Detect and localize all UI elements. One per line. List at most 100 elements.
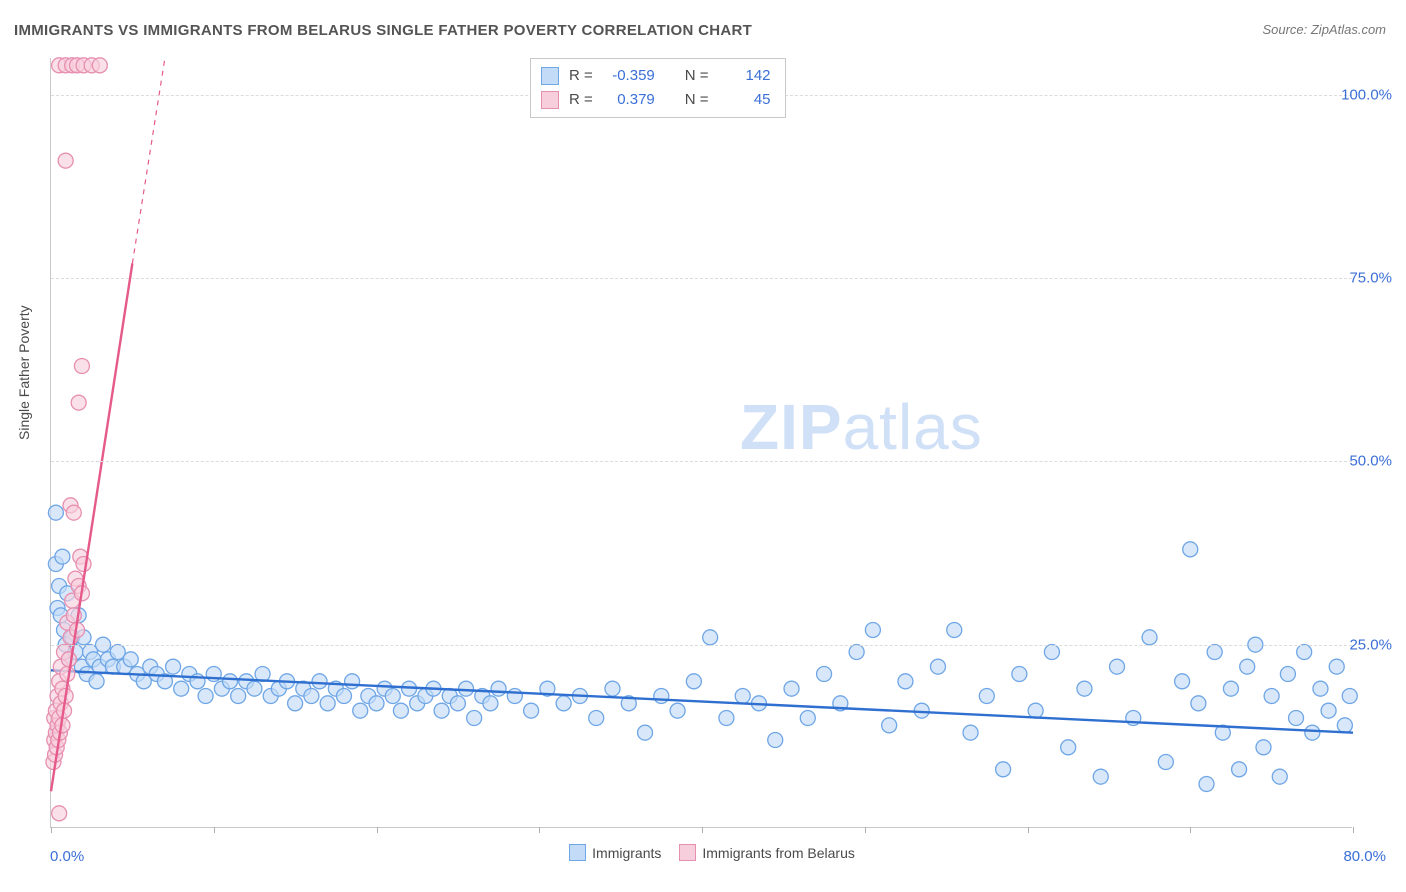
data-point <box>174 681 189 696</box>
x-tick <box>214 827 215 833</box>
legend-swatch <box>541 67 559 85</box>
data-point <box>1232 762 1247 777</box>
gridline <box>51 278 1352 279</box>
data-point <box>817 667 832 682</box>
data-point <box>48 505 63 520</box>
data-point <box>1289 711 1304 726</box>
legend-swatch <box>679 844 696 861</box>
correlation-stats-box: R = -0.359 N = 142 R = 0.379 N = 45 <box>530 58 786 118</box>
x-tick <box>377 827 378 833</box>
data-point <box>1223 681 1238 696</box>
data-point <box>76 557 91 572</box>
data-point <box>1093 769 1108 784</box>
data-point <box>735 689 750 704</box>
data-point <box>58 153 73 168</box>
y-tick-label: 50.0% <box>1349 453 1392 470</box>
data-point <box>89 674 104 689</box>
data-point <box>1191 696 1206 711</box>
data-point <box>1264 689 1279 704</box>
data-point <box>882 718 897 733</box>
source-attribution: Source: ZipAtlas.com <box>1262 22 1386 37</box>
stat-n-label: N = <box>685 64 709 88</box>
data-point <box>1337 718 1352 733</box>
chart-svg <box>51 58 1353 828</box>
data-point <box>336 689 351 704</box>
data-point <box>304 689 319 704</box>
data-point <box>467 711 482 726</box>
legend-label: Immigrants <box>592 845 661 861</box>
data-point <box>638 725 653 740</box>
stat-r-label: R = <box>569 88 593 112</box>
data-point <box>1183 542 1198 557</box>
gridline <box>51 461 1352 462</box>
data-point <box>320 696 335 711</box>
data-point <box>605 681 620 696</box>
data-point <box>71 395 86 410</box>
data-point <box>670 703 685 718</box>
watermark: ZIPatlas <box>740 390 983 464</box>
x-tick <box>1353 827 1354 833</box>
stat-n-value: 45 <box>719 88 771 112</box>
data-point <box>1305 725 1320 740</box>
data-point <box>74 359 89 374</box>
data-point <box>1342 689 1357 704</box>
data-point <box>491 681 506 696</box>
x-tick <box>702 827 703 833</box>
y-axis-label: Single Father Poverty <box>16 305 32 440</box>
y-tick-label: 100.0% <box>1341 86 1392 103</box>
data-point <box>345 674 360 689</box>
data-point <box>768 733 783 748</box>
data-point <box>1240 659 1255 674</box>
data-point <box>963 725 978 740</box>
stats-row: R = -0.359 N = 142 <box>541 64 771 88</box>
data-point <box>231 689 246 704</box>
x-tick <box>865 827 866 833</box>
stat-n-value: 142 <box>719 64 771 88</box>
data-point <box>1207 645 1222 660</box>
trend-line <box>51 670 1353 732</box>
data-point <box>686 674 701 689</box>
stat-n-label: N = <box>685 88 709 112</box>
data-point <box>1044 645 1059 660</box>
stat-r-value: -0.359 <box>603 64 655 88</box>
data-point <box>979 689 994 704</box>
data-point <box>1028 703 1043 718</box>
data-point <box>507 689 522 704</box>
data-point <box>930 659 945 674</box>
data-point <box>800 711 815 726</box>
data-point <box>1297 645 1312 660</box>
data-point <box>556 696 571 711</box>
data-point <box>288 696 303 711</box>
data-point <box>1175 674 1190 689</box>
data-point <box>654 689 669 704</box>
data-point <box>223 674 238 689</box>
trend-line-extension <box>132 58 165 263</box>
data-point <box>865 623 880 638</box>
data-point <box>719 711 734 726</box>
data-point <box>483 696 498 711</box>
data-point <box>198 689 213 704</box>
data-point <box>52 806 67 821</box>
data-point <box>1280 667 1295 682</box>
data-point <box>61 652 76 667</box>
data-point <box>55 549 70 564</box>
data-point <box>947 623 962 638</box>
data-point <box>898 674 913 689</box>
stats-row: R = 0.379 N = 45 <box>541 88 771 112</box>
stat-r-label: R = <box>569 64 593 88</box>
data-point <box>312 674 327 689</box>
x-tick <box>1028 827 1029 833</box>
data-point <box>1199 777 1214 792</box>
gridline <box>51 645 1352 646</box>
data-point <box>353 703 368 718</box>
x-tick <box>539 827 540 833</box>
data-point <box>393 703 408 718</box>
legend-swatch <box>541 91 559 109</box>
data-point <box>66 505 81 520</box>
data-point <box>996 762 1011 777</box>
stat-r-value: 0.379 <box>603 88 655 112</box>
legend-swatch <box>569 844 586 861</box>
data-point <box>459 681 474 696</box>
data-point <box>589 711 604 726</box>
data-point <box>524 703 539 718</box>
